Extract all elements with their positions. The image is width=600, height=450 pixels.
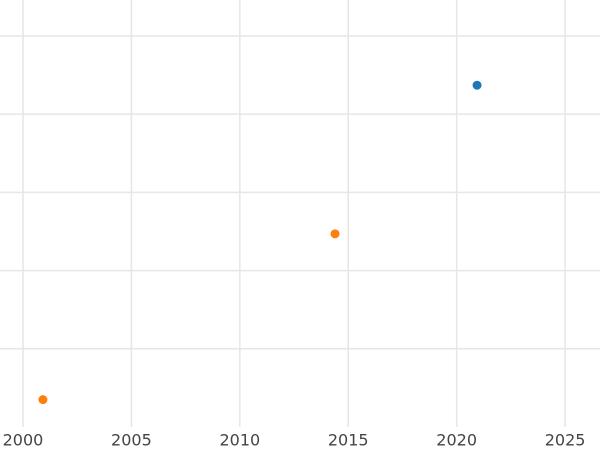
x-tick-label: 2010	[219, 431, 260, 450]
x-tick-label: 2020	[436, 431, 477, 450]
point	[330, 229, 340, 239]
x-tick-label: 2000	[3, 431, 44, 450]
x-tick-label: 2025	[545, 431, 586, 450]
x-tick-label: 2015	[328, 431, 369, 450]
point	[38, 395, 48, 405]
point	[472, 80, 482, 90]
x-tick-label: 2005	[111, 431, 152, 450]
